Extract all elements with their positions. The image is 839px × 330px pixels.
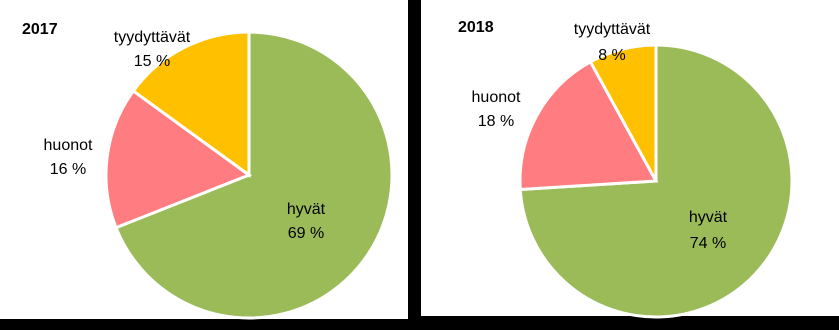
- category-label: hyvät: [287, 201, 326, 218]
- category-label: huonot: [472, 89, 521, 106]
- value-label: 74 %: [690, 235, 726, 252]
- value-label: 16 %: [50, 161, 86, 178]
- category-label: tyydyttävät: [574, 21, 651, 38]
- pie-slice: [104, 88, 253, 230]
- value-label: 69 %: [288, 225, 324, 242]
- category-label: huonot: [44, 137, 93, 154]
- chart-title: 2018: [458, 19, 494, 36]
- pie-slice: [588, 43, 658, 182]
- value-label: 18 %: [478, 113, 514, 130]
- pie-slice: [518, 59, 659, 192]
- value-label: 15 %: [134, 53, 170, 70]
- chart-title: 2017: [22, 21, 58, 38]
- category-label: tyydyttävät: [114, 29, 191, 46]
- pie-slice: [131, 30, 251, 178]
- category-label: hyvät: [689, 209, 728, 226]
- value-label: 8 %: [598, 47, 626, 64]
- pie-slice: [114, 30, 394, 320]
